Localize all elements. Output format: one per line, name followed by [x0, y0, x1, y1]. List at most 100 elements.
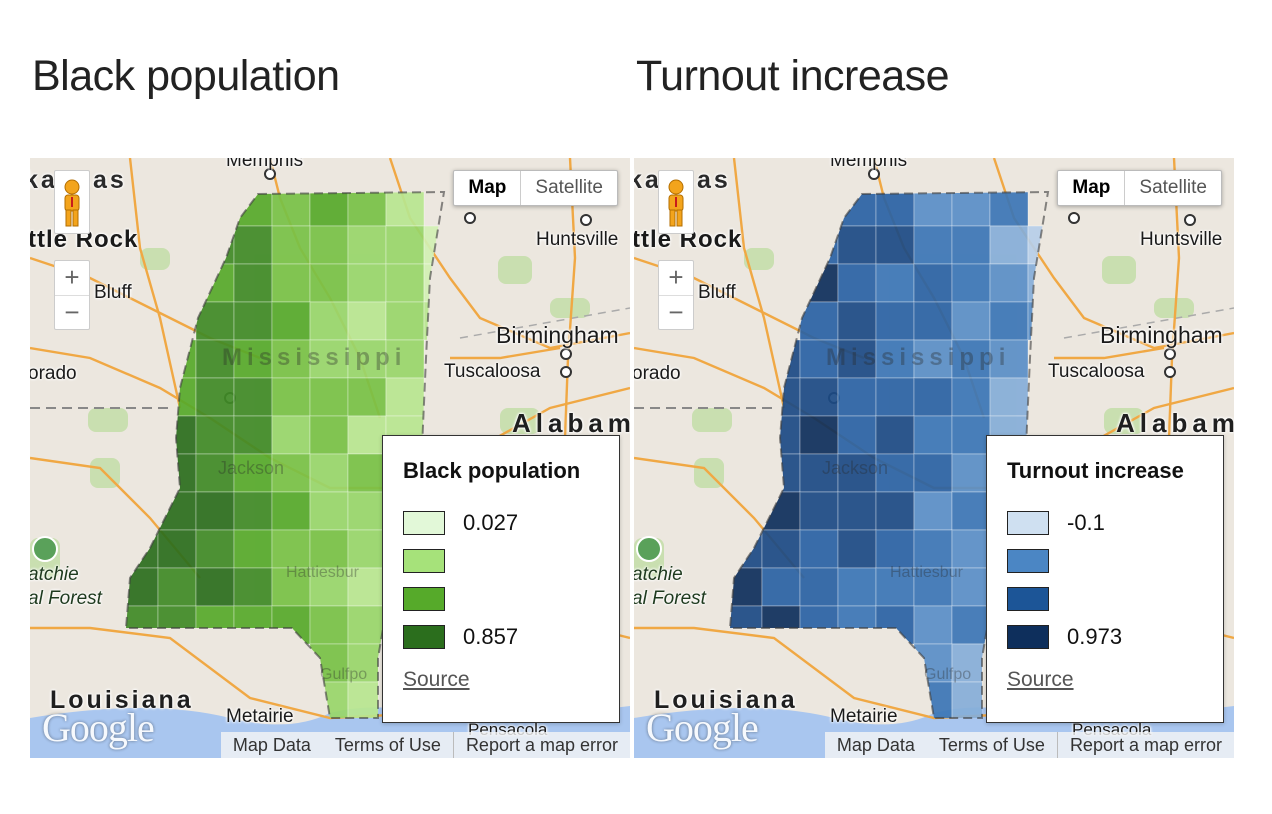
map-footer: Map Data Terms of Use Report a map error [634, 732, 1234, 758]
county [347, 377, 387, 417]
county [309, 263, 349, 303]
legend-item [403, 548, 463, 574]
county [347, 415, 387, 455]
county [913, 529, 953, 569]
county [989, 301, 1029, 341]
label-pine-bluff: Bluff [698, 282, 736, 303]
zoom-out-button[interactable]: − [55, 295, 89, 330]
highway [450, 346, 561, 360]
county [347, 491, 387, 531]
county [309, 377, 349, 417]
county-choropleth[interactable] [30, 158, 630, 758]
county [195, 377, 235, 417]
park-area [692, 408, 732, 432]
county [799, 491, 839, 531]
county [837, 377, 877, 417]
county [157, 491, 197, 531]
map-view[interactable]: Memphis kansas ttle Rock Huntsville Bluf… [30, 158, 630, 758]
county [271, 225, 311, 265]
county [875, 377, 915, 417]
map-type-satellite-button[interactable]: Satellite [1124, 171, 1221, 205]
county [385, 192, 425, 227]
label-hattiesburg: Hattiesbur [890, 564, 963, 581]
county [347, 263, 387, 303]
legend-swatch [403, 511, 445, 535]
zoom-out-button[interactable]: − [659, 295, 693, 330]
google-logo[interactable]: Google [646, 705, 759, 750]
county [837, 301, 877, 341]
county [989, 377, 1029, 417]
map-legend: Black population 0.027 0.857 Source [382, 435, 620, 723]
county [195, 567, 235, 607]
google-logo[interactable]: Google [42, 705, 155, 750]
county [309, 415, 349, 455]
terms-of-use-link[interactable]: Terms of Use [926, 732, 1057, 758]
highway [1054, 346, 1165, 360]
label-huntsville: Huntsville [536, 229, 619, 250]
county [951, 529, 991, 569]
county [126, 567, 159, 607]
county [157, 453, 197, 493]
county [875, 491, 915, 531]
report-map-error-link[interactable]: Report a map error [1056, 732, 1234, 758]
county [951, 225, 991, 265]
map-type-map-button[interactable]: Map [1072, 177, 1111, 198]
city-marker [868, 168, 880, 180]
city-marker [264, 168, 276, 180]
county [271, 605, 311, 645]
map-panel-turnout-increase: Turnout increase Memphis kansas ttle Roc… [634, 0, 1234, 814]
county [347, 529, 387, 569]
city-marker [580, 214, 592, 226]
county [233, 301, 273, 341]
state-border [459, 307, 630, 339]
map-data-link[interactable]: Map Data [824, 732, 927, 758]
label-huntsville: Huntsville [1140, 229, 1223, 250]
county [799, 567, 839, 607]
county [233, 567, 273, 607]
county [233, 605, 273, 645]
legend-label: 0.027 [463, 510, 519, 535]
county [799, 415, 839, 455]
label-national-forest: al Forest [30, 588, 102, 609]
city-marker [1068, 212, 1080, 224]
county [989, 192, 1029, 227]
county [761, 605, 801, 645]
street-view-pegman-icon[interactable] [658, 170, 694, 234]
county [837, 605, 877, 645]
zoom-in-button[interactable]: + [64, 262, 80, 292]
map-type-map-button[interactable]: Map [468, 177, 507, 198]
legend-label: 0.973 [1067, 624, 1123, 649]
city-marker [560, 366, 572, 378]
legend-item [1007, 548, 1067, 574]
county [730, 567, 763, 607]
legend-swatch [1007, 625, 1049, 649]
zoom-in-button[interactable]: + [668, 262, 684, 292]
label-gulfport: Gulfpo [924, 666, 972, 683]
county [385, 377, 425, 417]
label-el-dorado: orado [30, 363, 77, 384]
report-map-error-link[interactable]: Report a map error [452, 732, 630, 758]
street-view-pegman-icon[interactable] [54, 170, 90, 234]
map-view[interactable]: Memphis kansas ttle Rock Huntsville Bluf… [634, 158, 1234, 758]
legend-source-link[interactable]: Source [403, 668, 470, 691]
map-type-control: Map Satellite [453, 170, 618, 206]
terms-of-use-link[interactable]: Terms of Use [322, 732, 453, 758]
county [837, 453, 877, 493]
map-data-link[interactable]: Map Data [220, 732, 323, 758]
county [309, 529, 349, 569]
county [271, 301, 311, 341]
label-alabama: Alabama [512, 408, 630, 438]
map-legend: Turnout increase -0.1 0.973 Source [986, 435, 1224, 723]
map-type-satellite-button[interactable]: Satellite [520, 171, 617, 205]
county [195, 225, 235, 265]
county [1027, 263, 1048, 303]
county [233, 377, 273, 417]
park-area [1102, 256, 1136, 284]
legend-source-link[interactable]: Source [1007, 668, 1074, 691]
county [271, 529, 311, 569]
label-memphis: Memphis [830, 158, 908, 171]
county [1027, 225, 1048, 265]
county [913, 377, 953, 417]
county [837, 567, 877, 607]
county [799, 263, 839, 303]
